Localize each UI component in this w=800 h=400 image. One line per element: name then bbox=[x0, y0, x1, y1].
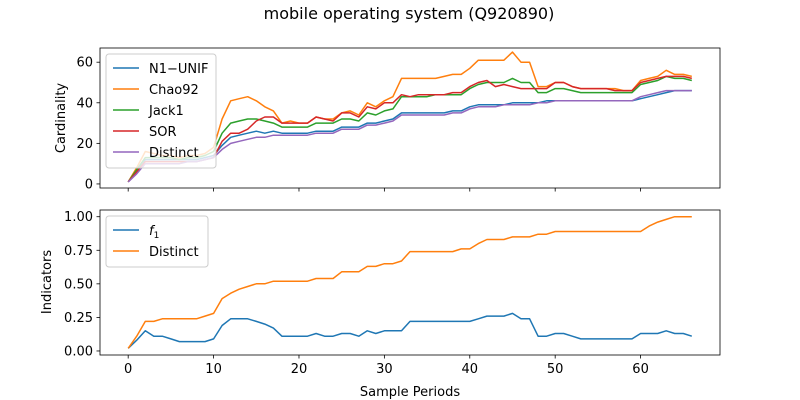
cardinality-series-layer bbox=[127, 51, 692, 183]
cardinality-legend-label-jack1: Jack1 bbox=[148, 104, 184, 119]
indicators-series-points-distinct bbox=[128, 216, 692, 349]
cardinality-legend-label-chao92: Chao92 bbox=[149, 83, 199, 98]
cardinality-legend-box bbox=[105, 53, 217, 169]
indicators-legend-label-f1: f1 bbox=[149, 224, 159, 241]
indicators-legend-box bbox=[105, 215, 209, 268]
cardinality-plot-frame bbox=[99, 47, 721, 189]
indicators-x-tick-label: 60 bbox=[632, 362, 649, 377]
indicators-ticks: 0 10 20 30 40 50 60 0.00 0.25 0.50 0.75 1.00 bbox=[64, 210, 649, 377]
cardinality-y-tick-label: 60 bbox=[76, 56, 93, 71]
cardinality-ticks: 0 20 40 60 bbox=[76, 56, 641, 192]
indicators-series-layer bbox=[127, 215, 693, 349]
cardinality-legend-label-sor: SOR bbox=[149, 125, 177, 140]
cardinality-legend-label-n1-unif: N1−UNIF bbox=[149, 62, 208, 77]
indicators-x-tick-label: 20 bbox=[291, 362, 308, 377]
indicators-plot-frame bbox=[99, 209, 721, 356]
indicators-x-tick-label: 10 bbox=[205, 362, 222, 377]
indicators-x-tick-label: 40 bbox=[462, 362, 479, 377]
indicators-x-axis-label: Sample Periods bbox=[360, 385, 460, 400]
indicators-legend-label-distinct: Distinct bbox=[149, 245, 199, 260]
indicators-y-tick-label: 0.25 bbox=[64, 311, 93, 326]
indicators-y-tick-label: 0.75 bbox=[64, 244, 93, 259]
indicators-x-tick-label: 30 bbox=[376, 362, 393, 377]
cardinality-y-tick-label: 0 bbox=[85, 177, 93, 192]
cardinality-legend-label-distinct: Distinct bbox=[149, 146, 199, 161]
indicators-series-points-f1 bbox=[128, 313, 692, 349]
indicators-y-axis-label: Indicators bbox=[40, 250, 55, 314]
cardinality-series-points-distinct bbox=[128, 90, 692, 182]
indicators-axes: 0 10 20 30 40 50 60 0.00 0.25 0.50 0.75 1.00 Indica… bbox=[40, 209, 721, 400]
indicators-y-tick-label: 0.50 bbox=[64, 277, 93, 292]
cardinality-legend: N1−UNIF Chao92 Jack1 SOR Distinct bbox=[105, 53, 217, 169]
indicators-x-tick-label: 50 bbox=[547, 362, 564, 377]
figure-title: mobile operating system (Q920890) bbox=[264, 4, 555, 23]
indicators-y-tick-label: 1.00 bbox=[64, 210, 93, 225]
cardinality-axes: 0 20 40 60 Cardinality N1−UNIF Chao92 Jack1 SO… bbox=[54, 47, 721, 192]
cardinality-y-tick-label: 40 bbox=[76, 96, 93, 111]
indicators-x-tick-label: 0 bbox=[124, 362, 132, 377]
indicators-y-tick-label: 0.00 bbox=[64, 344, 93, 359]
cardinality-y-axis-label: Cardinality bbox=[54, 83, 69, 154]
indicators-legend: f1 Distinct bbox=[105, 215, 209, 268]
cardinality-y-tick-label: 20 bbox=[76, 137, 93, 152]
